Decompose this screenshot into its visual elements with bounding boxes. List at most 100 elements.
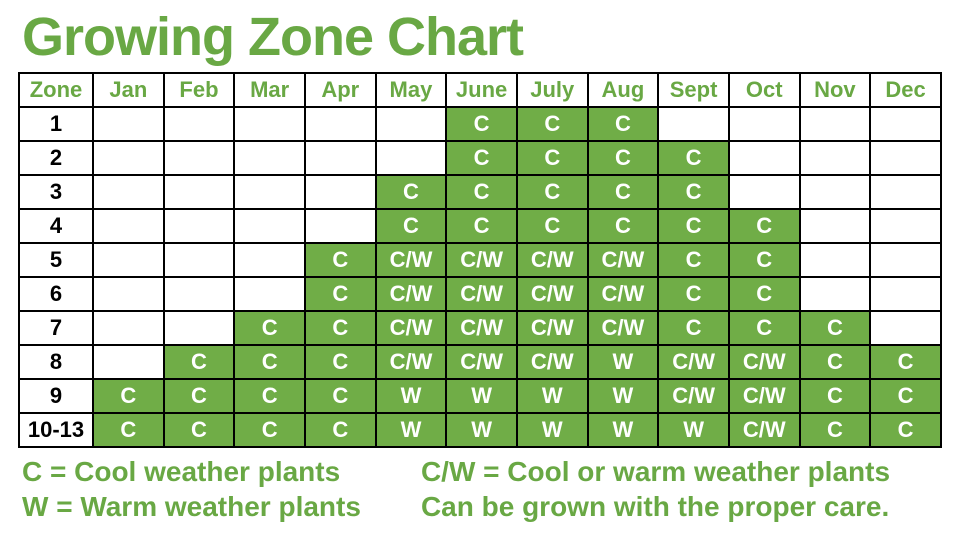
month-cell: C/W xyxy=(658,379,729,413)
month-cell: C xyxy=(870,379,941,413)
month-cell xyxy=(729,107,800,141)
month-cell: C xyxy=(305,311,376,345)
month-cell: C/W xyxy=(376,311,447,345)
month-cell: C xyxy=(588,107,659,141)
month-cell xyxy=(164,175,235,209)
month-cell: C xyxy=(588,175,659,209)
month-cell: C xyxy=(588,209,659,243)
month-cell xyxy=(164,243,235,277)
month-cell: C xyxy=(658,175,729,209)
month-cell: C xyxy=(517,209,588,243)
table-header-row: ZoneJanFebMarAprMayJuneJulyAugSeptOctNov… xyxy=(19,73,941,107)
legend-line: Can be grown with the proper care. xyxy=(421,489,890,524)
zone-label: 7 xyxy=(19,311,93,345)
month-cell: C/W xyxy=(517,311,588,345)
table-row: 1CCC xyxy=(19,107,941,141)
month-cell: C/W xyxy=(588,243,659,277)
month-cell: C/W xyxy=(588,277,659,311)
month-cell: C xyxy=(234,345,305,379)
month-cell xyxy=(93,141,164,175)
month-cell xyxy=(234,141,305,175)
month-cell: C xyxy=(800,379,871,413)
legend-line: C = Cool weather plants xyxy=(22,454,361,489)
month-cell xyxy=(93,345,164,379)
month-cell: C xyxy=(164,379,235,413)
legend: C = Cool weather plants W = Warm weather… xyxy=(18,454,942,524)
zone-label: 4 xyxy=(19,209,93,243)
zone-label: 2 xyxy=(19,141,93,175)
zone-label: 9 xyxy=(19,379,93,413)
month-cell: C xyxy=(800,413,871,447)
month-cell: C xyxy=(517,141,588,175)
table-row: 9CCCCWWWWC/WC/WCC xyxy=(19,379,941,413)
zone-label: 6 xyxy=(19,277,93,311)
month-cell: W xyxy=(376,379,447,413)
month-cell xyxy=(800,175,871,209)
month-cell: C xyxy=(446,175,517,209)
month-cell: C xyxy=(658,243,729,277)
month-cell xyxy=(870,107,941,141)
month-cell xyxy=(800,243,871,277)
month-cell: C xyxy=(729,277,800,311)
month-cell: C xyxy=(658,311,729,345)
month-cell xyxy=(870,277,941,311)
month-cell: C xyxy=(164,345,235,379)
month-cell xyxy=(234,243,305,277)
month-cell: C xyxy=(234,311,305,345)
month-header: Jan xyxy=(93,73,164,107)
month-header: Aug xyxy=(588,73,659,107)
table-row: 10-13CCCCWWWWWC/WCC xyxy=(19,413,941,447)
month-cell xyxy=(800,141,871,175)
month-cell xyxy=(305,209,376,243)
month-cell: C/W xyxy=(658,345,729,379)
month-cell: W xyxy=(658,413,729,447)
month-cell xyxy=(93,311,164,345)
month-cell xyxy=(305,141,376,175)
legend-line: W = Warm weather plants xyxy=(22,489,361,524)
month-cell: W xyxy=(588,413,659,447)
month-cell xyxy=(870,311,941,345)
month-cell xyxy=(164,107,235,141)
month-cell xyxy=(93,277,164,311)
month-cell: C xyxy=(376,209,447,243)
month-cell xyxy=(234,209,305,243)
legend-line: C/W = Cool or warm weather plants xyxy=(421,454,890,489)
month-cell xyxy=(234,277,305,311)
month-cell: C xyxy=(729,311,800,345)
month-cell: C xyxy=(305,379,376,413)
table-body: 1CCC2CCCC3CCCCC4CCCCCC5CC/WC/WC/WC/WCC6C… xyxy=(19,107,941,447)
month-cell: C xyxy=(517,107,588,141)
month-cell: C/W xyxy=(588,311,659,345)
month-header: Sept xyxy=(658,73,729,107)
month-cell xyxy=(729,141,800,175)
month-cell xyxy=(800,107,871,141)
month-cell xyxy=(93,175,164,209)
month-cell xyxy=(870,243,941,277)
month-cell: C xyxy=(800,345,871,379)
zone-label: 5 xyxy=(19,243,93,277)
month-cell: W xyxy=(446,379,517,413)
month-header: Nov xyxy=(800,73,871,107)
zone-label: 10-13 xyxy=(19,413,93,447)
month-cell xyxy=(93,107,164,141)
month-cell xyxy=(234,175,305,209)
month-cell xyxy=(164,311,235,345)
month-cell xyxy=(376,107,447,141)
growing-zone-table: ZoneJanFebMarAprMayJuneJulyAugSeptOctNov… xyxy=(18,72,942,448)
month-cell: C/W xyxy=(729,345,800,379)
month-cell: C/W xyxy=(376,345,447,379)
month-cell: C xyxy=(870,413,941,447)
month-cell: W xyxy=(446,413,517,447)
month-cell xyxy=(800,209,871,243)
legend-right-col: C/W = Cool or warm weather plants Can be… xyxy=(421,454,890,524)
zone-label: 1 xyxy=(19,107,93,141)
month-cell: C/W xyxy=(446,311,517,345)
zone-label: 8 xyxy=(19,345,93,379)
month-cell: C xyxy=(234,413,305,447)
month-cell: C/W xyxy=(517,277,588,311)
month-cell: C xyxy=(446,107,517,141)
month-cell: W xyxy=(517,413,588,447)
month-cell: C/W xyxy=(376,243,447,277)
month-cell xyxy=(164,209,235,243)
month-cell xyxy=(164,277,235,311)
